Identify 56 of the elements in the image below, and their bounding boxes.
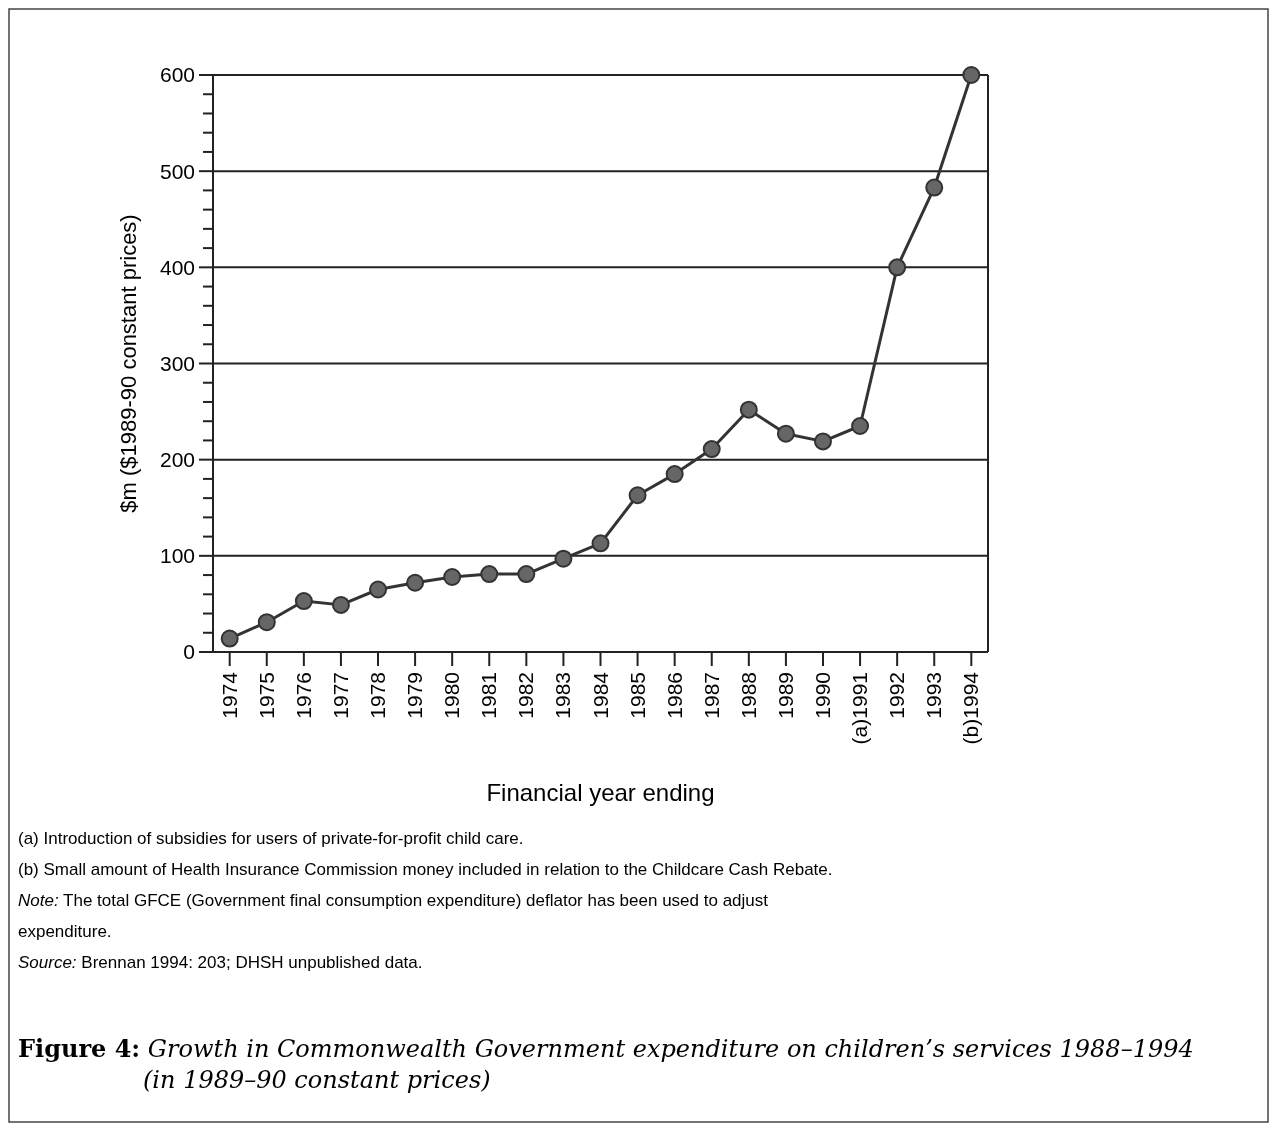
point [331,595,350,614]
point [813,432,832,451]
point [257,613,276,632]
text: Note: The total GFCE (Government final consumption expenditure) deflator has been used to adjust expenditure. [18,891,769,941]
x-axis-title: Financial year ending [486,779,715,806]
x-tick-label: (b)1994 [959,671,983,745]
point [888,258,907,277]
point [369,580,388,599]
y-tick-label: 0 [183,640,195,664]
y-tick-label: 100 [159,544,195,568]
x-tick-label: 1976 [291,672,315,719]
x-tick-label: 1974 [217,671,241,719]
source-note: Source: Brennan 1994: 203; DHSH unpublished data. [18,953,423,972]
y-tick-label: 400 [159,255,195,279]
y-tick-label: 500 [159,159,195,183]
y-tick-label: 300 [159,351,195,375]
text: (a) Introduction of subsidies for users of private-for-profit child care. [18,829,524,848]
point [702,440,721,459]
x-tick-label: (a)1991 [848,672,872,745]
point [851,417,870,436]
point [925,178,944,197]
x-tick-label: 1981 [477,672,501,719]
point [220,629,239,648]
x-tick-label: 1979 [403,672,427,719]
x-tick-label: 1987 [699,672,723,719]
x-tick-label: 1980 [440,672,464,719]
x-tick-label: 1988 [736,672,760,719]
point [554,549,573,568]
x-tick-label: 1983 [551,672,575,719]
x-tick-label: 1992 [885,672,909,719]
text: Figure 4: Growth in Commonwealth Government expenditure on children’s services 1988–1994 (in 1989–90 constant prices) [18,1034,1194,1094]
x-tick-label: 1977 [328,672,352,719]
point [962,66,981,84]
point [443,567,462,586]
x-tick-label: 1982 [514,672,538,719]
point [776,424,795,443]
point [665,465,684,484]
x-tick-label: 1993 [922,672,946,719]
point [294,592,313,611]
point [406,573,425,592]
x-tick-label: 1978 [366,672,390,719]
x-tick-label: 1990 [810,672,834,719]
x-tick-label: 1986 [662,672,686,719]
x-tick-label: 1985 [625,672,649,719]
text: (b) Small amount of Health Insurance Commission money included in relation to the Childcare Cash Rebate. [18,860,833,879]
x-tick-label: 1984 [588,671,612,719]
point [517,565,536,584]
point [739,400,758,419]
y-tick-label: 600 [159,63,195,87]
x-tick-label: 1975 [254,672,278,719]
y-axis-title: $m ($1989-90 constant prices) [116,214,141,513]
point [480,565,499,584]
point [628,486,647,505]
y-tick-label: 200 [159,448,195,472]
x-tick-label: 1989 [773,672,797,719]
point [591,534,610,553]
